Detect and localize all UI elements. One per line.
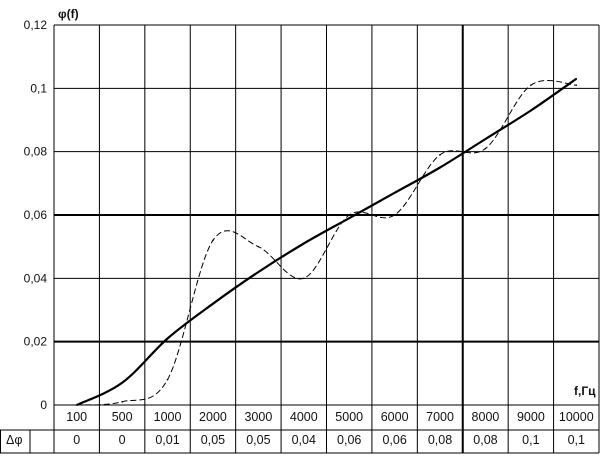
y-tick-label: 0,12 (24, 18, 48, 32)
x-tick-label: 4000 (290, 410, 318, 424)
table-cell: 0,04 (292, 433, 316, 447)
category-table: Δφ 1000500010000,0120000,0530000,0540000… (6, 410, 594, 447)
data-point-solid (348, 217, 351, 219)
y-tick-label: 0,06 (24, 208, 48, 222)
table-cell: 0,08 (428, 433, 452, 447)
y-tick-label: 0,1 (30, 81, 47, 95)
y-axis-label: φ(f) (58, 7, 79, 21)
table-cell: 0,1 (522, 433, 539, 447)
table-cell: 0,08 (473, 433, 497, 447)
data-point-solid (484, 138, 487, 140)
data-point-dashed (166, 378, 169, 381)
table-cell: 0,1 (568, 433, 585, 447)
x-tick-label: 9000 (517, 410, 545, 424)
data-point-solid (257, 271, 260, 273)
x-tick-label: 2000 (199, 410, 227, 424)
series-line-solid (76, 77, 577, 406)
data-point-solid (212, 302, 214, 305)
data-point-solid (302, 242, 305, 245)
y-tick-labels: 0 0,02 0,04 0,06 0,08 0,1 0,12 (24, 18, 48, 412)
grid (0, 24, 600, 454)
table-cell: 0 (119, 433, 126, 447)
table-cell: 0,01 (155, 433, 179, 447)
table-cell: 0,05 (201, 433, 225, 447)
data-point-dashed (530, 84, 532, 86)
x-tick-label: 100 (66, 410, 87, 424)
table-cell: 0,06 (382, 433, 406, 447)
data-point-dashed (348, 214, 351, 216)
y-tick-label: 0 (40, 398, 47, 412)
data-point-solid (575, 78, 578, 80)
data-point-dashed (439, 154, 441, 156)
data-point-solid (439, 166, 441, 169)
data-point-dashed (484, 147, 487, 150)
x-tick-label: 5000 (335, 410, 363, 424)
x-tick-label: 500 (112, 410, 133, 424)
series-lines (75, 77, 578, 406)
table-cell: 0,05 (246, 433, 270, 447)
data-point-dashed (257, 245, 260, 248)
data-point-dashed (393, 214, 396, 216)
y-tick-label: 0,04 (24, 271, 48, 285)
data-point-solid (121, 382, 123, 384)
x-tick-label: 3000 (244, 410, 272, 424)
x-tick-label: 1000 (154, 410, 182, 424)
x-axis-label: f,Гц (574, 384, 596, 398)
table-row-label: Δφ (6, 433, 22, 447)
data-point-dashed (575, 84, 578, 86)
data-point-dashed (302, 277, 305, 280)
data-point-solid (166, 337, 169, 340)
data-point-solid (393, 192, 396, 194)
data-point-dashed (121, 401, 123, 403)
data-point-dashed (75, 404, 78, 406)
table-cell: 0 (73, 433, 80, 447)
x-tick-label: 10000 (559, 410, 594, 424)
x-tick-label: 7000 (426, 410, 454, 424)
y-tick-label: 0,02 (24, 335, 48, 349)
x-tick-label: 6000 (381, 410, 409, 424)
data-point-dashed (212, 239, 214, 242)
y-tick-label: 0,08 (24, 145, 48, 159)
table-cell: 0,06 (337, 433, 361, 447)
data-point-solid (530, 109, 532, 112)
x-tick-label: 8000 (472, 410, 500, 424)
